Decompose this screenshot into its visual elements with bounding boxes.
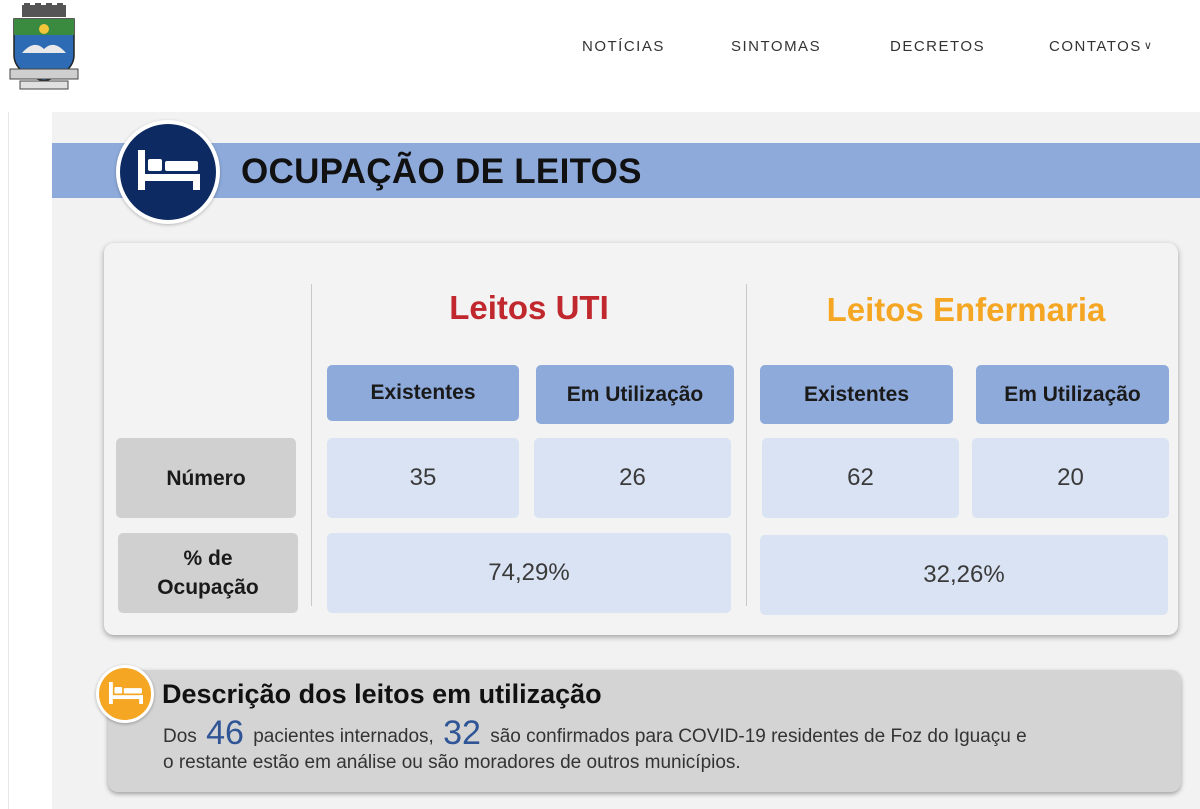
- icu-existing-value: 35: [327, 438, 519, 518]
- nav-item-contatos[interactable]: CONTATOS ∨: [1049, 38, 1153, 55]
- section-title-band: [52, 143, 1200, 198]
- nav-item-decretos[interactable]: DECRETOS: [890, 38, 986, 55]
- confirmed-count: 32: [443, 714, 481, 752]
- description-title: Descrição dos leitos em utilização: [162, 679, 602, 709]
- icu-in-use-value: 26: [534, 438, 731, 518]
- description-text: Dos 46 pacientes internados, 32 são conf…: [163, 716, 1163, 776]
- ward-beds-title: Leitos Enfermaria: [826, 291, 1106, 328]
- row-label-occupancy-line1: % de: [183, 547, 233, 570]
- column-divider: [746, 284, 747, 606]
- bed-icon: [109, 682, 143, 704]
- section-title: OCUPAÇÃO DE LEITOS: [241, 152, 642, 191]
- description-text-part2: pacientes internados,: [253, 726, 434, 747]
- row-label-occupancy-line2: Ocupação: [157, 576, 259, 599]
- ward-occupancy-value: 32,26%: [760, 535, 1168, 615]
- ward-in-use-value: 20: [972, 438, 1169, 518]
- nav-item-sintomas[interactable]: SINTOMAS: [731, 38, 822, 55]
- patients-count: 46: [206, 714, 244, 752]
- icu-existing-header: Existentes: [327, 365, 519, 421]
- site-header: NOTÍCIAS SINTOMAS DECRETOS CONTATOS ∨: [0, 0, 1200, 112]
- bed-icon-badge: [116, 120, 220, 224]
- ward-in-use-header: Em Utilização: [976, 365, 1169, 424]
- ward-existing-value: 62: [762, 438, 959, 518]
- nav-item-contatos-label: CONTATOS: [1049, 38, 1142, 55]
- city-coat-of-arms-logo[interactable]: [8, 3, 80, 93]
- chevron-down-icon: ∨: [1143, 40, 1154, 52]
- column-divider: [311, 284, 312, 606]
- description-text-part1: Dos: [163, 726, 197, 747]
- icu-in-use-header: Em Utilização: [536, 365, 734, 424]
- bed-icon: [138, 150, 200, 190]
- nav-item-noticias[interactable]: NOTÍCIAS: [582, 38, 665, 55]
- ward-existing-header: Existentes: [760, 365, 953, 424]
- row-label-number: Número: [116, 438, 296, 518]
- row-label-occupancy: % de Ocupação: [118, 533, 298, 613]
- bed-icon-badge-small: [96, 665, 154, 723]
- description-text-part4: o restante estão em análise ou são morad…: [163, 752, 741, 773]
- icu-beds-title: Leitos UTI: [449, 289, 609, 326]
- description-box: [108, 670, 1181, 792]
- icu-occupancy-value: 74,29%: [327, 533, 731, 613]
- description-text-part3: são confirmados para COVID-19 residentes…: [490, 726, 1027, 747]
- left-divider: [8, 112, 9, 809]
